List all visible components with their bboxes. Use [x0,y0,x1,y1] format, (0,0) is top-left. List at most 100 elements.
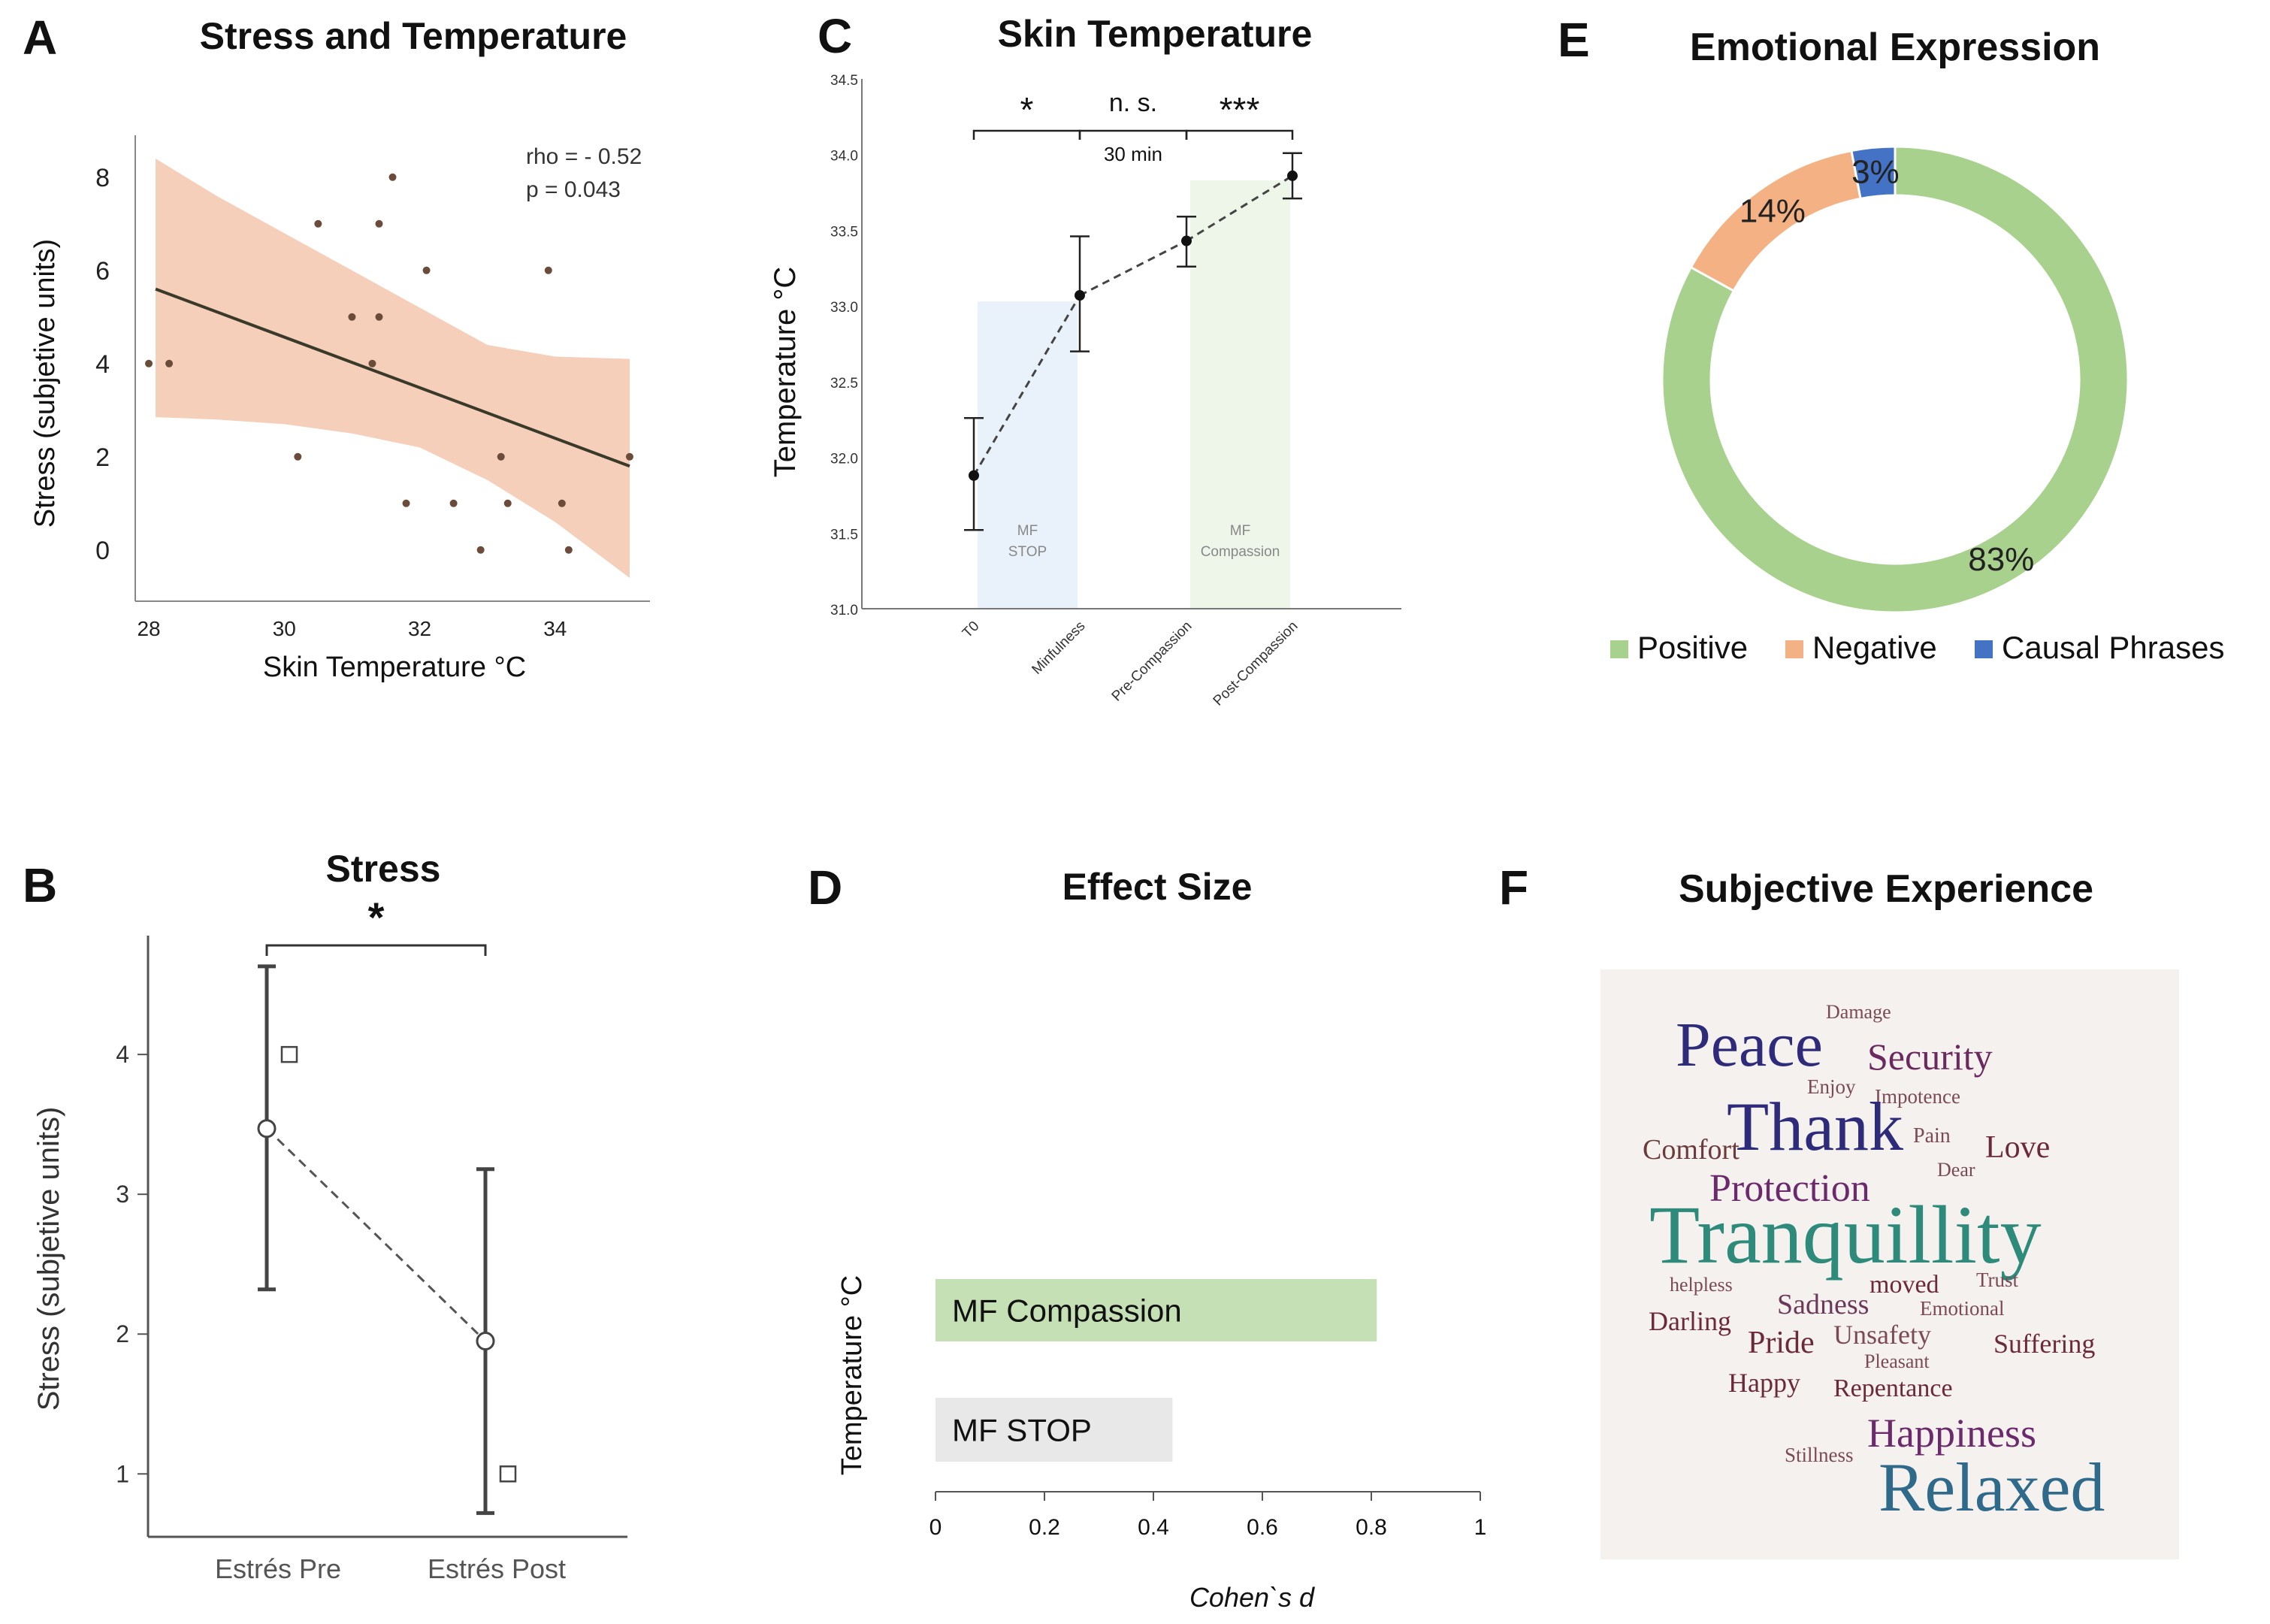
scatter-point [503,499,512,507]
chart-title-f: Subjective Experience [1679,867,2093,911]
wordcloud-word: Darling [1649,1306,1731,1336]
y-tick-label: 3 [116,1181,129,1208]
significance-label: * [1020,90,1034,129]
x-tick-label: 30 [273,617,296,640]
scatter-point [294,452,302,461]
y-tick-label: 2 [116,1320,129,1347]
significance-label: n. s. [1109,89,1157,117]
scatter-point [314,219,322,228]
y-tick-label: 31.0 [830,603,858,618]
scatter-point [348,313,356,321]
condition-box-label: STOP [1008,544,1047,560]
wordcloud-word: Suffering [1993,1329,2095,1359]
x-tick-label: 0.2 [1029,1515,1060,1540]
x-tick-label: 0.4 [1138,1515,1169,1540]
y-axis-label-d: Temperature °C [836,1275,868,1476]
y-tick-label: 33.0 [830,300,858,316]
wordcloud-word: Emotional [1920,1297,2004,1320]
temperature-marks [964,152,1302,531]
y-tick-labels-c: 31.0 31.5 32.0 32.5 33.0 33.5 34.0 34.5 [830,73,858,618]
condition-box-label: MF [1230,523,1250,539]
x-tick-labels-c: T0 Minfulness Pre-Compassion Post-Compassio… [960,618,1301,709]
slice-label: 83% [1968,541,2034,578]
chart-title-e: Emotional Expression [1690,26,2100,69]
effect-size-bars: MF Compassion MF STOP [936,1279,1377,1462]
y-tick-label: 6 [95,257,110,286]
x-tick-label: 34 [543,617,567,640]
scatter-point [564,546,573,554]
y-tick-label: 32.0 [830,452,858,467]
y-tick-label: 33.5 [830,224,858,240]
wordcloud-word: Unsafety [1833,1320,1931,1350]
mean-marker [1181,235,1192,246]
scatter-point [558,499,566,507]
scatter-point [544,266,552,274]
x-tick-label: Estrés Post [428,1553,566,1584]
wordcloud-word: Tranquillity [1649,1189,2042,1281]
significance-bracket [972,129,1081,140]
y-tick-label: 8 [95,164,110,192]
regression-line [155,287,630,468]
x-tick-label: Minfulness [1029,618,1088,678]
chart-title-b: Stress [326,848,441,890]
y-axis-label-c: Temperature °C [769,267,802,478]
wordcloud-word: Impotence [1875,1085,1960,1108]
wordcloud-word: Damage [1826,1001,1891,1023]
y-tick-label: 1 [116,1460,129,1487]
significance-label: *** [1220,90,1260,129]
stress-marks [257,964,517,1515]
mean-marker [257,1119,277,1139]
mean-connector [972,295,1081,476]
scatter-points [145,173,633,554]
y-tick-label: 34.0 [830,149,858,165]
donut-slices [1661,145,2129,614]
x-tick-label: T0 [960,618,983,642]
wordcloud-word: Security [1867,1036,1993,1078]
mean-marker [1287,170,1298,181]
wordcloud-word: Protection [1709,1167,1870,1210]
wordcloud-word: Happy [1728,1368,1800,1398]
scatter-point [375,219,383,228]
mean-marker [969,470,979,481]
scatter-point [497,452,505,461]
mean-connector [265,1127,487,1342]
legend-label: Positive [1637,630,1748,665]
wordcloud-word: Love [1985,1130,2050,1165]
wordcloud-word: Thank [1727,1088,1903,1165]
chart-title-a: Stress and Temperature [200,15,627,57]
y-tick-label: 2 [95,443,110,472]
panel-c: C Skin Temperature MF STOP MF Compassion * n… [769,9,1401,709]
wordcloud-word: Pain [1913,1124,1951,1148]
x-tick-label: Estrés Pre [215,1553,341,1584]
scatter-point [388,173,397,181]
scatter-point [375,313,383,321]
wordcloud-word: Enjoy [1807,1075,1856,1098]
y-tick-labels-b: 1 2 3 4 [116,1041,148,1487]
x-tick-label: 28 [137,617,160,640]
scatter-point [476,546,485,554]
wordcloud-word: Dear [1937,1159,1975,1181]
x-tick-label: Pre-Compassion [1109,618,1195,705]
condition-boxes: MF STOP MF Compassion [978,180,1290,609]
scatter-point [145,359,153,367]
panel-letter-a: A [23,11,57,65]
wordcloud-word: Comfort [1643,1134,1740,1166]
x-tick-label: 1 [1474,1515,1487,1540]
panel-letter-c: C [818,9,852,63]
donut-slice [1850,145,1897,201]
panel-letter-e: E [1558,13,1590,67]
p-value-annotation: p = 0.043 [526,177,621,202]
y-tick-label: 4 [116,1041,129,1068]
condition-box [1190,180,1290,609]
significance-bracket [1078,129,1188,140]
significance-bracket [1185,129,1294,140]
significance-brackets-c: * n. s. 30 min *** [972,89,1294,165]
x-tick-labels-d: 0 0.2 0.4 0.6 0.8 1 [929,1492,1487,1540]
donut-slice [1661,145,2129,614]
wordcloud-word: Pride [1748,1326,1815,1360]
y-tick-label: 4 [95,350,110,379]
